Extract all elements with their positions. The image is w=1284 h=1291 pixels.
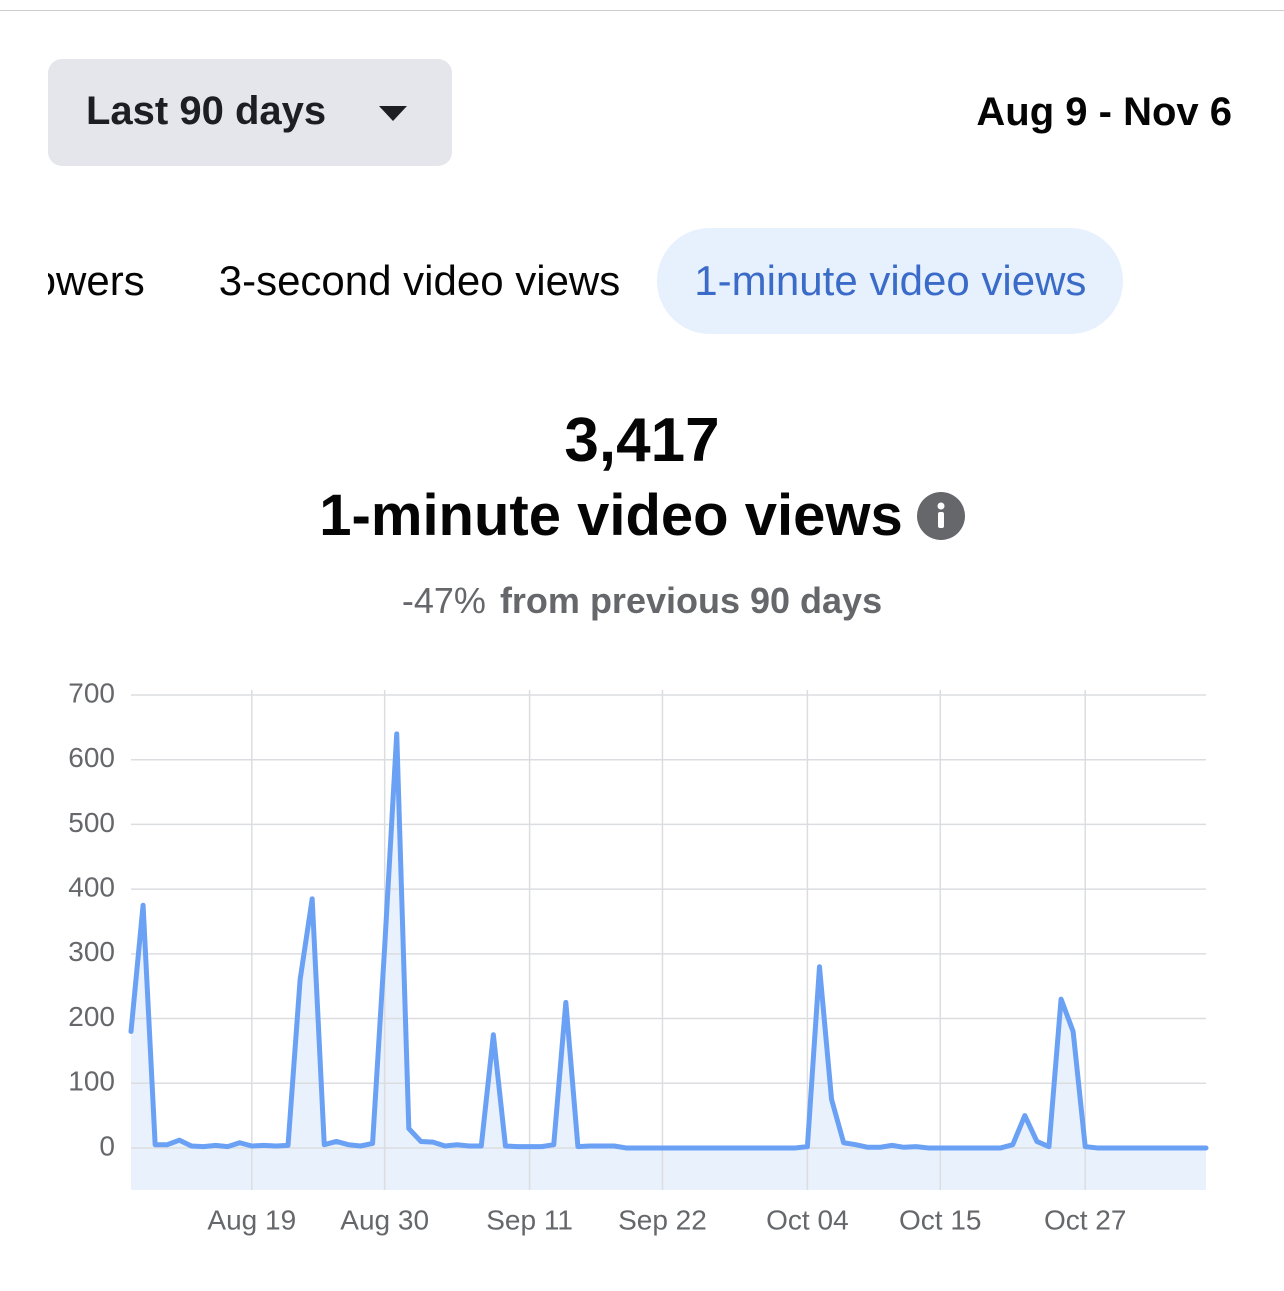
change-row: -47% from previous 90 days bbox=[0, 580, 1284, 622]
x-tick-label: Aug 19 bbox=[207, 1204, 296, 1235]
tab[interactable]: 3-second video views bbox=[218, 257, 621, 304]
x-tick-label: Oct 27 bbox=[1044, 1204, 1126, 1235]
y-tick-label: 0 bbox=[99, 1130, 115, 1161]
info-icon[interactable] bbox=[916, 491, 965, 540]
range-label: Last 90 days bbox=[86, 89, 327, 133]
total-value: 3,417 bbox=[564, 406, 720, 475]
y-tick-label: 300 bbox=[68, 936, 115, 967]
y-tick-label: 600 bbox=[68, 742, 115, 773]
tab[interactable]: Followers bbox=[48, 257, 145, 304]
x-tick-label: Sep 22 bbox=[618, 1204, 707, 1235]
tab-bar: Followers 3-second video views 1-minute vi… bbox=[48, 228, 1284, 334]
tab[interactable]: 1-minute video views bbox=[657, 228, 1124, 334]
y-tick-label: 500 bbox=[68, 807, 115, 838]
tab-row: Followers 3-second video views 1-minute vi… bbox=[48, 228, 1124, 334]
x-tick-label: Oct 04 bbox=[766, 1204, 848, 1235]
x-tick-label: Sep 11 bbox=[486, 1204, 573, 1235]
metric-row: 1-minute video views bbox=[0, 482, 1284, 549]
caret bbox=[379, 106, 407, 121]
divider bbox=[0, 10, 1284, 11]
range-dropdown[interactable]: Last 90 days bbox=[48, 59, 452, 166]
metric-name: 1-minute video views bbox=[319, 483, 903, 548]
date-range: Aug 9 - Nov 6 bbox=[976, 90, 1232, 134]
y-tick-label: 200 bbox=[68, 1001, 115, 1032]
change-percent: -47% bbox=[401, 580, 486, 621]
line bbox=[128, 731, 1209, 1151]
y-tick-label: 400 bbox=[68, 872, 115, 903]
y-tick-label: 700 bbox=[68, 677, 115, 708]
x-tick-label: Oct 15 bbox=[899, 1204, 981, 1235]
x-tick-label: Aug 30 bbox=[340, 1204, 429, 1235]
comparison-text: from previous 90 days bbox=[499, 580, 883, 621]
y-tick-label: 100 bbox=[68, 1066, 115, 1097]
